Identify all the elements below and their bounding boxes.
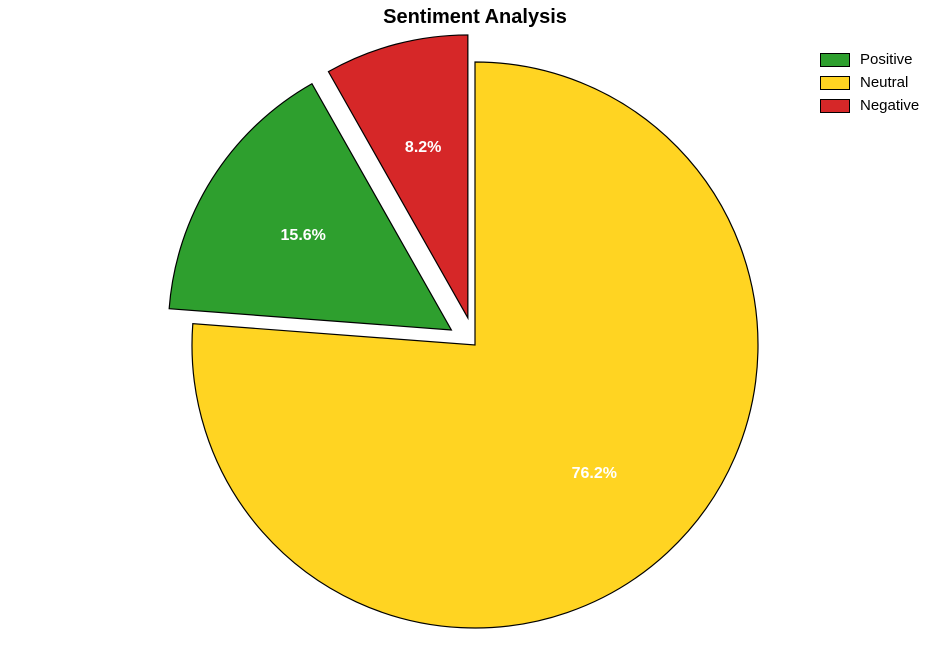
pie-slice-label-negative: 8.2%: [405, 139, 441, 157]
legend-item-positive: Positive: [820, 48, 919, 71]
pie-slice-label-neutral: 76.2%: [572, 465, 617, 483]
legend-swatch-neutral: [820, 76, 850, 90]
legend-item-negative: Negative: [820, 94, 919, 117]
pie-svg: [0, 0, 950, 662]
sentiment-pie-chart: Sentiment Analysis PositiveNeutralNegati…: [0, 0, 950, 662]
legend-swatch-negative: [820, 99, 850, 113]
legend-item-neutral: Neutral: [820, 71, 919, 94]
legend-label-positive: Positive: [860, 51, 913, 68]
legend-label-negative: Negative: [860, 97, 919, 114]
pie-slice-label-positive: 15.6%: [281, 227, 326, 245]
legend-swatch-positive: [820, 53, 850, 67]
legend-label-neutral: Neutral: [860, 74, 908, 91]
chart-legend: Positive Neutral Negative: [820, 48, 919, 117]
